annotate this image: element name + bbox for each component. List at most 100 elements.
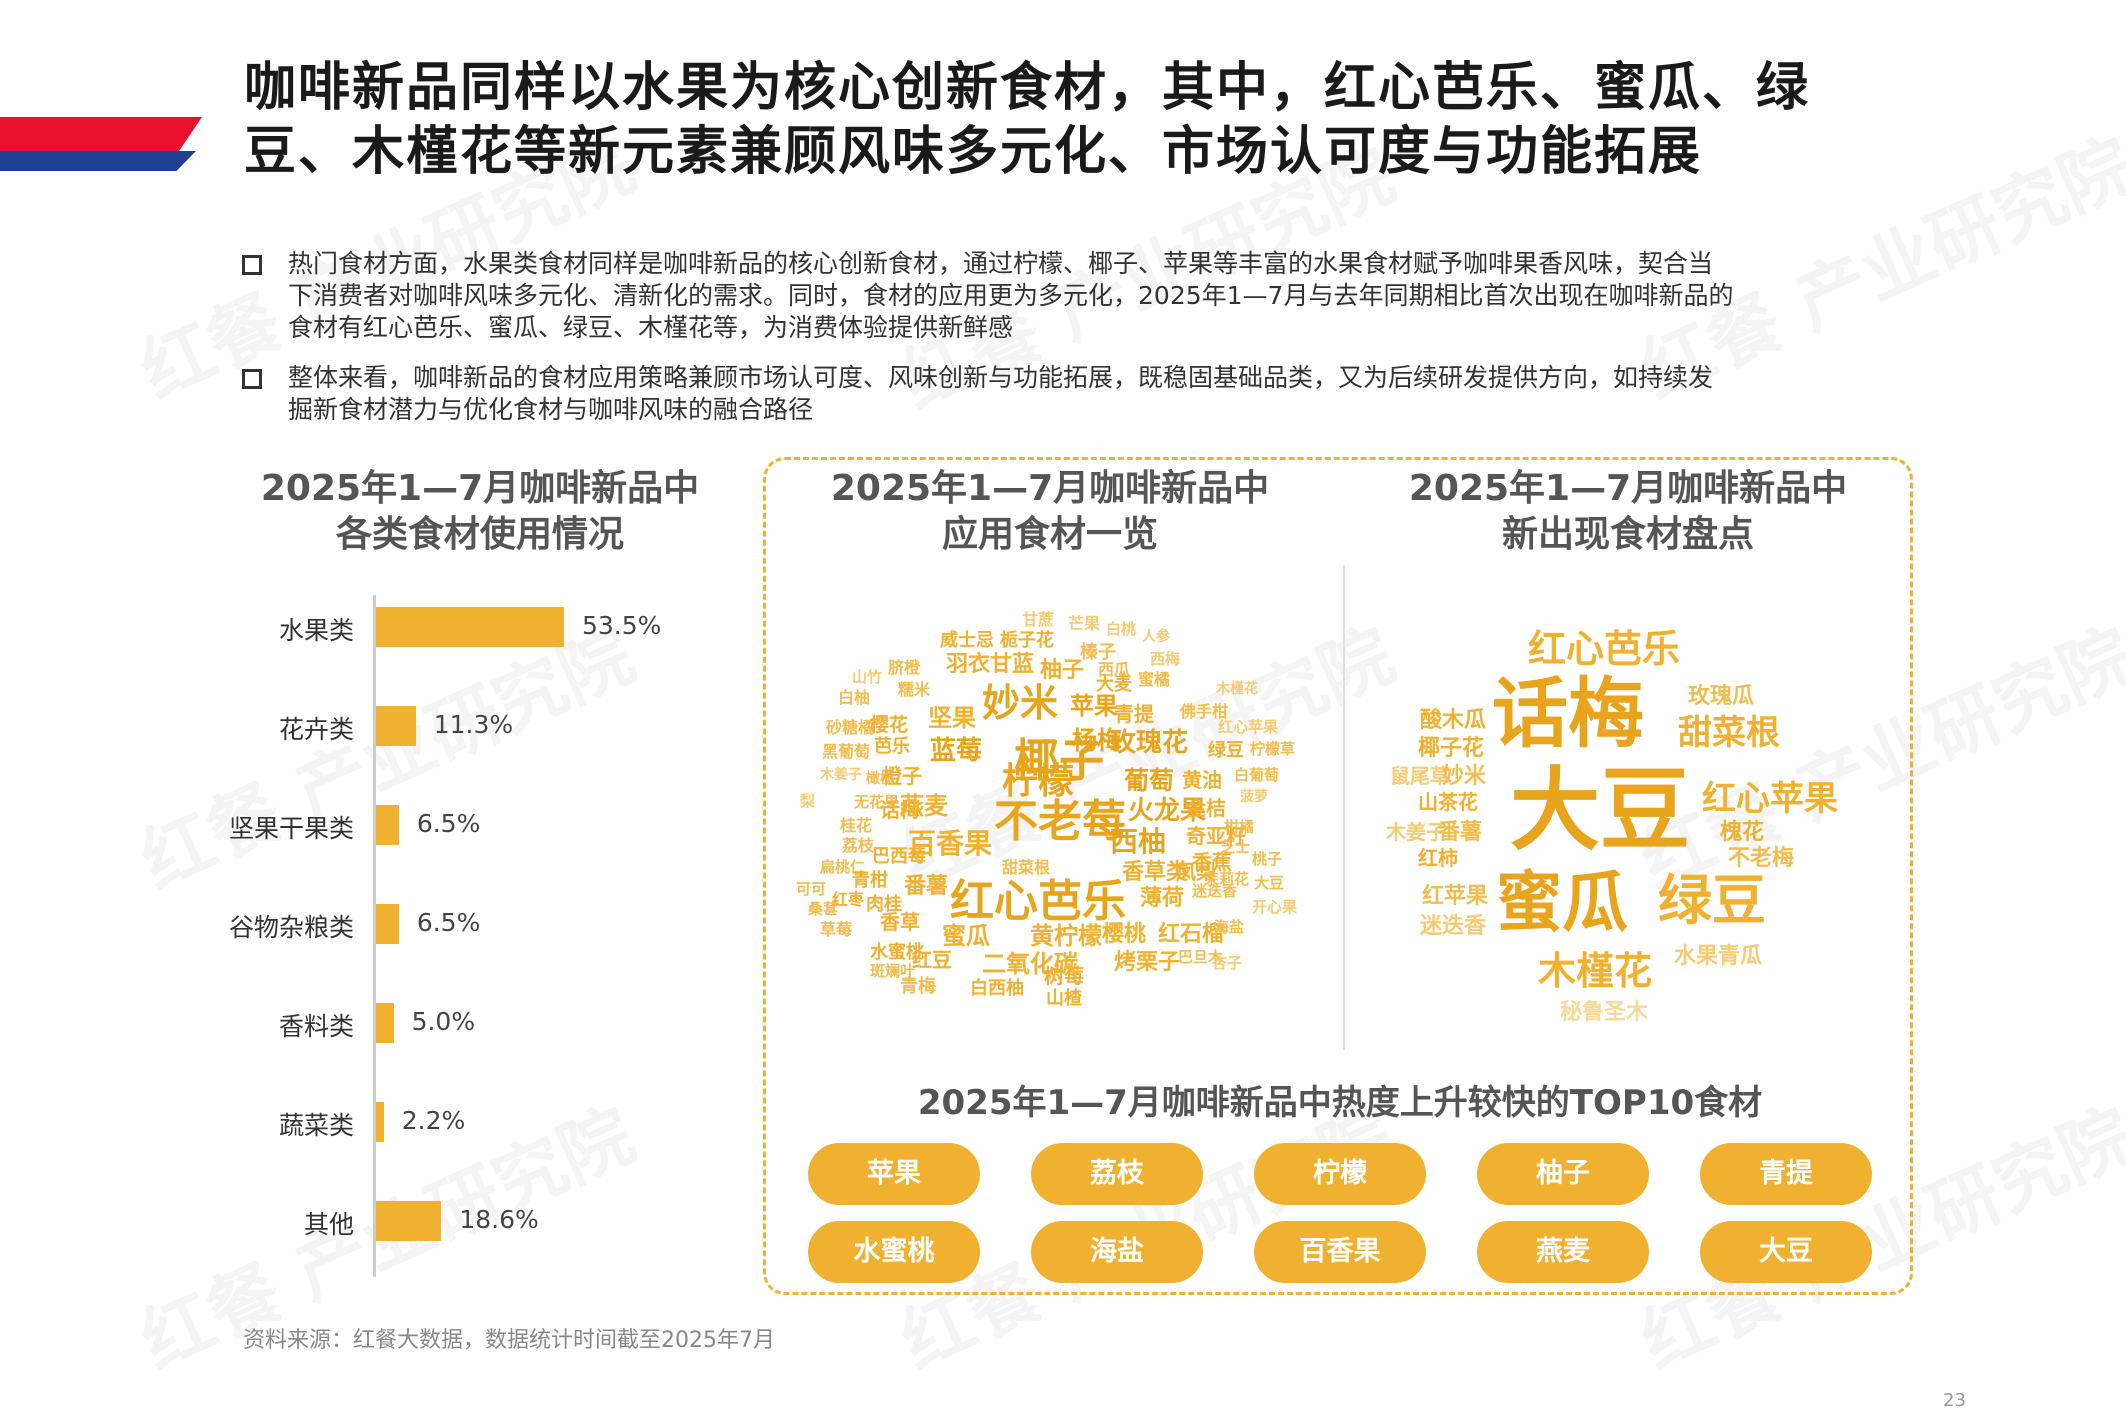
- wordcloud-new-word: 甜菜根: [1678, 713, 1780, 753]
- wordcloud-new-word: 槐花: [1720, 820, 1765, 845]
- wordcloud-word: 大豆: [1254, 874, 1285, 892]
- wordcloud-word: 开心果: [1252, 898, 1298, 916]
- dashed-panel: [763, 457, 1913, 1295]
- bar: [376, 607, 564, 647]
- wordcloud-word: 金桔: [1186, 796, 1226, 820]
- bullet-text: 整体来看，咖啡新品的食材应用策略兼顾市场认可度、风味创新与功能拓展，既稳固基础品…: [288, 362, 1922, 426]
- bullet-square-icon: [242, 369, 262, 389]
- page-title: 咖啡新品同样以水果为核心创新食材，其中，红心芭乐、蜜瓜、绿 豆、木槿花等新元素兼…: [244, 56, 1944, 184]
- wordcloud-new-word: 水果青瓜: [1674, 944, 1763, 969]
- wordcloud-word: 杏子: [1212, 954, 1243, 972]
- bar: [376, 904, 399, 944]
- bar-category-label: 其他: [303, 1210, 354, 1239]
- wordcloud-word: 柠檬草: [1250, 740, 1296, 758]
- wordcloud-word: 白桃: [1106, 620, 1137, 638]
- wordcloud-word: 栀子花: [1000, 630, 1054, 651]
- wordcloud-word: 羽衣甘蓝: [946, 652, 1035, 677]
- wordcloud-word: 山楂: [1046, 988, 1082, 1009]
- wordcloud-word: 桃子: [1252, 850, 1283, 868]
- wordcloud-word: 无花果: [854, 793, 900, 811]
- wordcloud-word: 凤梨: [1176, 860, 1216, 884]
- wordcloud-word: 蜜瓜: [942, 922, 990, 950]
- wordcloud-word: 西柚: [1110, 825, 1167, 858]
- wordcloud-word: 红心苹果: [1218, 718, 1279, 736]
- wordcloud-word: 香草类: [1122, 860, 1189, 885]
- wordcloud-word: 桂花: [840, 816, 873, 835]
- wordcloud-new-word: 玫瑰瓜: [1688, 684, 1755, 709]
- wordcloud-word: 芭乐: [874, 736, 910, 757]
- wordcloud-word: 梨: [800, 792, 816, 810]
- wordcloud-word: 青柑: [852, 870, 888, 891]
- wordcloud-word: 柚子: [1040, 658, 1085, 683]
- wordcloud-new-word: 红心苹果: [1702, 779, 1838, 819]
- wordcloud-word: 榛子: [1080, 642, 1116, 663]
- wordcloud-new-word: 红心芭乐: [1528, 627, 1681, 671]
- wordcloud-word: 荔枝: [842, 836, 875, 855]
- top10-ingredient-pill: 柚子: [1477, 1143, 1649, 1205]
- top10-ingredient-pill: 百香果: [1254, 1221, 1426, 1283]
- wordcloud-word: 橄榄: [866, 771, 894, 787]
- wordcloud-word: 木槿花: [1216, 681, 1258, 697]
- wordcloud-word: 西梅: [1150, 650, 1181, 668]
- wordcloud-word: 话梅: [880, 798, 920, 822]
- wordcloud-word: 肉桂: [866, 894, 902, 915]
- wordcloud-word: 绿豆: [1208, 740, 1244, 761]
- wordcloud-word: 玫瑰花: [1110, 728, 1189, 758]
- wordcloud-word: 大麦: [1096, 674, 1132, 695]
- wordcloud-all-title-line-1: 2025年1—7月咖啡新品中: [830, 468, 1270, 509]
- wordcloud-word: 菠萝: [1240, 789, 1268, 805]
- bar-category-label: 谷物杂粮类: [228, 913, 354, 942]
- wordcloud-word: 山竹: [852, 668, 883, 686]
- top10-ingredient-pill: 青提: [1700, 1143, 1872, 1205]
- bar: [376, 805, 399, 845]
- top10-ingredient-pill: 水蜜桃: [808, 1221, 980, 1283]
- wordcloud-word: 百香果: [908, 827, 993, 860]
- wordcloud-new-word: 蜜瓜: [1496, 864, 1628, 941]
- wordcloud-new-word: 秘鲁圣木: [1560, 1000, 1649, 1025]
- wordcloud-new-word: 鼠尾草: [1390, 764, 1450, 788]
- header-red-band: [0, 117, 202, 153]
- wordcloud-new-word: 酸木瓜: [1420, 708, 1487, 733]
- wordcloud-word: 水蜜桃: [870, 942, 924, 963]
- title-line-2: 豆、木槿花等新元素兼顾风味多元化、市场认可度与功能拓展: [244, 122, 1703, 182]
- wordcloud-all-title: 2025年1—7月咖啡新品中 应用食材一览: [790, 466, 1310, 558]
- bar-value-label: 6.5%: [416, 908, 481, 937]
- wordcloud-new-word: 迷迭香: [1420, 914, 1487, 939]
- wordcloud-word: 木姜子: [820, 767, 862, 783]
- top10-title: 2025年1—7月咖啡新品中热度上升较快的TOP10食材: [917, 1083, 1763, 1123]
- page-number: 23: [1943, 1390, 1966, 1411]
- wordcloud-word: 白西柚: [970, 978, 1024, 999]
- bar-category-label: 花卉类: [278, 715, 354, 744]
- wordcloud-word: 红心芭乐: [950, 876, 1126, 927]
- wordcloud-new-word: 绿豆: [1658, 869, 1766, 932]
- wordcloud-word: 糯米: [898, 680, 931, 699]
- bar-value-label: 2.2%: [401, 1106, 466, 1135]
- wordcloud-word: 桑葚: [808, 900, 839, 918]
- wordcloud-word: 红石榴: [1158, 922, 1225, 947]
- bar-value-label: 18.6%: [459, 1205, 539, 1234]
- wordcloud-word: 砂糖橘: [826, 718, 875, 737]
- wordcloud-word: 黄柠檬: [1030, 922, 1102, 950]
- wordcloud-word: 红枣: [832, 890, 865, 909]
- wordcloud-word: 薄荷: [1140, 886, 1185, 911]
- wordcloud-new-title-line-1: 2025年1—7月咖啡新品中: [1408, 468, 1848, 509]
- wordcloud-word: 葡萄: [1124, 766, 1175, 795]
- wordcloud-word: 茉莉花: [1204, 870, 1250, 888]
- wordcloud-new-word: 红苹果: [1422, 884, 1489, 909]
- wordcloud-word: 番薯: [904, 874, 949, 899]
- wordcloud-word: 青提: [1114, 702, 1154, 726]
- wordcloud-word: 香草: [880, 910, 920, 934]
- bullet-text: 热门食材方面，水果类食材同样是咖啡新品的核心创新食材，通过柠檬、椰子、苹果等丰富…: [288, 248, 1922, 344]
- wordcloud-word: 人参: [1142, 629, 1170, 645]
- bar-value-label: 5.0%: [411, 1007, 476, 1036]
- wordcloud-word: 草莓: [820, 920, 853, 939]
- title-line-1: 咖啡新品同样以水果为核心创新食材，其中，红心芭乐、蜜瓜、绿: [244, 58, 1811, 118]
- bar-chart-title-line-2: 各类食材使用情况: [335, 514, 624, 555]
- bar-chart-title-line-1: 2025年1—7月咖啡新品中: [260, 468, 700, 509]
- wordcloud-new-word: 话梅: [1492, 669, 1644, 758]
- bar-value-label: 53.5%: [582, 611, 662, 640]
- bullet-square-icon: [242, 255, 262, 275]
- wordcloud-word: 红豆: [912, 948, 952, 972]
- wordcloud-new-word: 木姜子: [1386, 820, 1446, 844]
- wordcloud-word: 白柚: [838, 688, 871, 707]
